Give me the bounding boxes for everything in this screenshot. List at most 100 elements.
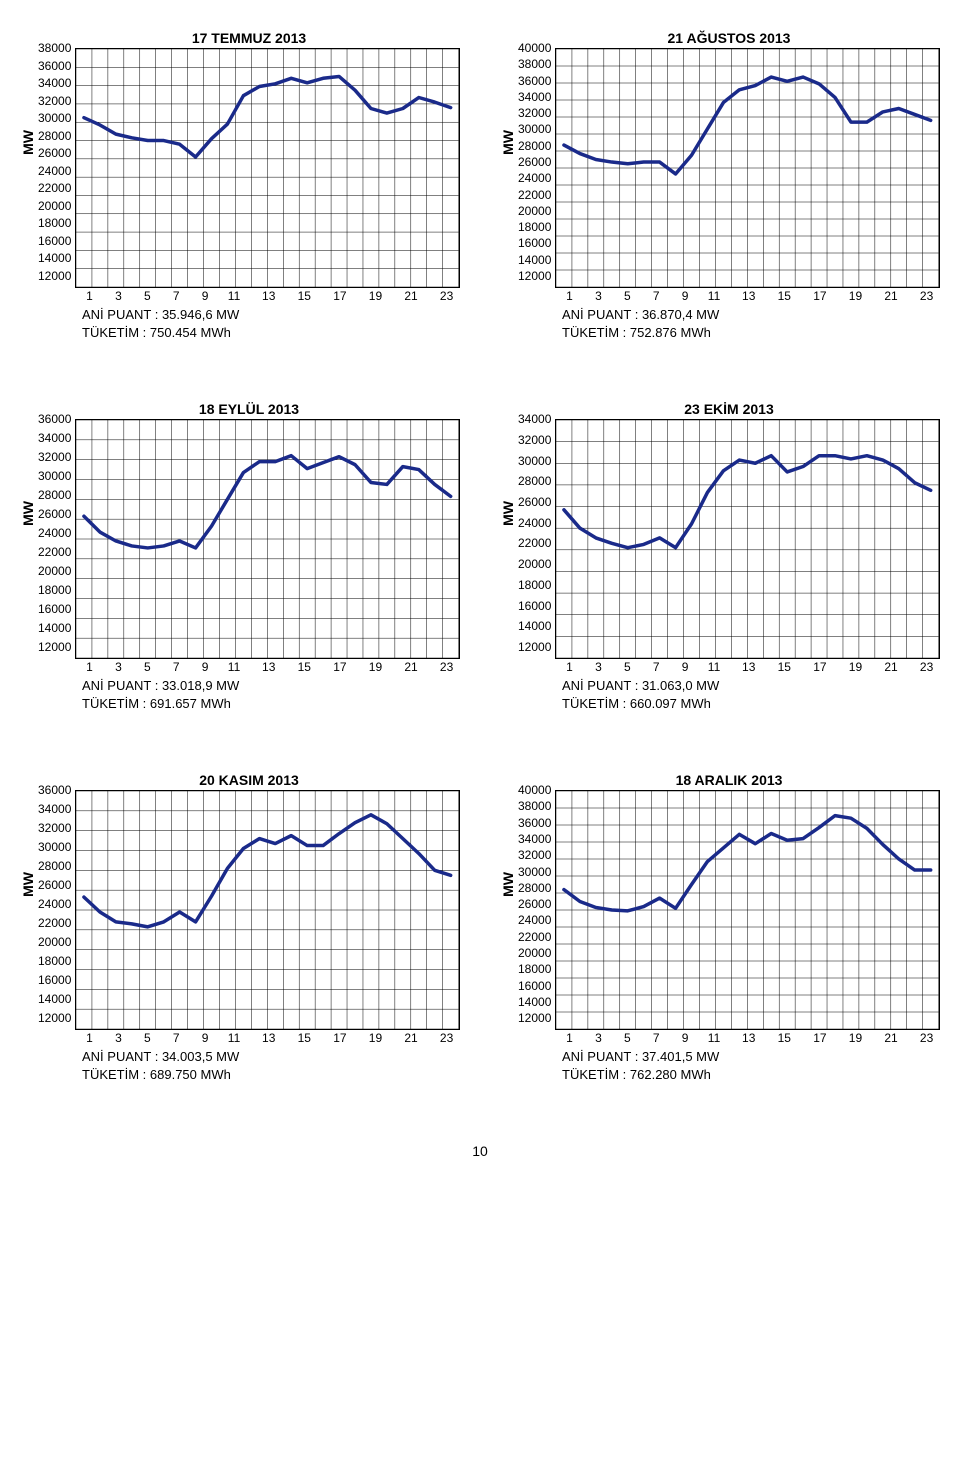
y-axis-label: MW bbox=[500, 872, 516, 897]
y-tick-label: 14000 bbox=[518, 620, 551, 632]
chart-panel-1: MW 21 AĞUSTOS 2013 40000380003600034000320… bbox=[500, 30, 940, 341]
x-tick-label: 11 bbox=[708, 1032, 720, 1044]
x-tick-label: 1 bbox=[86, 661, 93, 673]
x-tick-label: 7 bbox=[173, 661, 180, 673]
x-tick-label: 23 bbox=[440, 661, 453, 673]
x-tick-label: 11 bbox=[708, 661, 720, 673]
y-tick-label: 20000 bbox=[38, 200, 71, 212]
chart-title: 23 EKİM 2013 bbox=[518, 401, 940, 417]
chart-row-1: MW18 EYLÜL 20133600034000320003000028000… bbox=[20, 401, 940, 712]
x-tick-label: 5 bbox=[624, 661, 631, 673]
x-tick-label: 3 bbox=[595, 1032, 602, 1044]
x-tick-label: 19 bbox=[369, 290, 382, 302]
y-tick-label: 12000 bbox=[38, 641, 71, 653]
y-tick-label: 32000 bbox=[518, 107, 551, 119]
y-tick-label: 28000 bbox=[518, 882, 551, 894]
x-tick-label: 21 bbox=[884, 661, 897, 673]
y-tick-label: 18000 bbox=[518, 221, 551, 233]
chart-caption: ANİ PUANT : 31.063,0 MWTÜKETİM : 660.097… bbox=[518, 677, 940, 712]
x-tick-label: 5 bbox=[144, 1032, 151, 1044]
y-tick-label: 22000 bbox=[518, 537, 551, 549]
x-tick-label: 7 bbox=[653, 1032, 660, 1044]
y-tick-label: 38000 bbox=[38, 42, 71, 54]
x-tick-label: 9 bbox=[202, 290, 209, 302]
y-ticks: 3600034000320003000028000260002400022000… bbox=[38, 790, 75, 1030]
x-tick-label: 5 bbox=[624, 290, 631, 302]
y-tick-label: 18000 bbox=[38, 955, 71, 967]
y-tick-label: 24000 bbox=[38, 165, 71, 177]
x-tick-label: 19 bbox=[849, 661, 862, 673]
y-axis-label: MW bbox=[20, 501, 36, 526]
y-tick-label: 16000 bbox=[518, 600, 551, 612]
y-tick-label: 26000 bbox=[38, 508, 71, 520]
x-tick-label: 1 bbox=[86, 1032, 93, 1044]
x-tick-label: 13 bbox=[742, 290, 755, 302]
x-tick-label: 1 bbox=[566, 290, 573, 302]
y-tick-label: 24000 bbox=[518, 517, 551, 529]
x-ticks: 1357911131517192123 bbox=[38, 290, 460, 302]
x-tick-label: 3 bbox=[595, 661, 602, 673]
x-ticks: 1357911131517192123 bbox=[518, 1032, 940, 1044]
x-tick-label: 19 bbox=[849, 1032, 862, 1044]
y-tick-label: 12000 bbox=[38, 1012, 71, 1024]
caption-tuketim: TÜKETİM : 689.750 MWh bbox=[82, 1066, 460, 1084]
y-tick-label: 30000 bbox=[38, 470, 71, 482]
x-ticks: 1357911131517192123 bbox=[518, 661, 940, 673]
plot-area bbox=[75, 790, 460, 1030]
chart-caption: ANİ PUANT : 35.946,6 MWTÜKETİM : 750.454… bbox=[38, 306, 460, 341]
x-tick-label: 23 bbox=[920, 290, 933, 302]
chart-title: 18 ARALIK 2013 bbox=[518, 772, 940, 788]
x-ticks: 1357911131517192123 bbox=[38, 661, 460, 673]
x-tick-label: 23 bbox=[440, 290, 453, 302]
y-tick-label: 34000 bbox=[38, 432, 71, 444]
x-tick-label: 21 bbox=[404, 290, 417, 302]
plot-area bbox=[75, 48, 460, 288]
caption-puant: ANİ PUANT : 35.946,6 MW bbox=[82, 306, 460, 324]
x-tick-label: 13 bbox=[742, 1032, 755, 1044]
x-tick-label: 5 bbox=[144, 661, 151, 673]
y-tick-label: 12000 bbox=[518, 270, 551, 282]
y-tick-label: 26000 bbox=[38, 879, 71, 891]
x-tick-label: 11 bbox=[228, 290, 240, 302]
chart-title: 20 KASIM 2013 bbox=[38, 772, 460, 788]
y-tick-label: 16000 bbox=[518, 980, 551, 992]
y-tick-label: 20000 bbox=[518, 558, 551, 570]
y-tick-label: 30000 bbox=[38, 841, 71, 853]
plot-area bbox=[555, 48, 940, 288]
x-tick-label: 5 bbox=[144, 290, 151, 302]
x-tick-label: 23 bbox=[440, 1032, 453, 1044]
y-tick-label: 32000 bbox=[518, 849, 551, 861]
y-ticks: 4000038000360003400032000300002800026000… bbox=[518, 48, 555, 288]
y-tick-label: 36000 bbox=[518, 75, 551, 87]
y-tick-label: 16000 bbox=[518, 237, 551, 249]
x-tick-label: 9 bbox=[682, 290, 689, 302]
y-tick-label: 24000 bbox=[38, 527, 71, 539]
y-axis-label: MW bbox=[500, 501, 516, 526]
chart-title: 21 AĞUSTOS 2013 bbox=[518, 30, 940, 46]
x-tick-label: 17 bbox=[333, 1032, 346, 1044]
x-tick-label: 11 bbox=[708, 290, 720, 302]
y-tick-label: 18000 bbox=[518, 963, 551, 975]
y-tick-label: 36000 bbox=[38, 784, 71, 796]
x-tick-label: 17 bbox=[333, 661, 346, 673]
x-tick-label: 23 bbox=[920, 661, 933, 673]
y-ticks: 3400032000300002800026000240002200020000… bbox=[518, 419, 555, 659]
y-tick-label: 26000 bbox=[38, 147, 71, 159]
y-tick-label: 36000 bbox=[38, 60, 71, 72]
y-axis-label: MW bbox=[20, 130, 36, 155]
y-tick-label: 16000 bbox=[38, 235, 71, 247]
caption-puant: ANİ PUANT : 34.003,5 MW bbox=[82, 1048, 460, 1066]
y-tick-label: 20000 bbox=[38, 936, 71, 948]
x-tick-label: 23 bbox=[920, 1032, 933, 1044]
x-tick-label: 21 bbox=[404, 661, 417, 673]
y-tick-label: 28000 bbox=[518, 475, 551, 487]
y-axis-label: MW bbox=[500, 130, 516, 155]
y-tick-label: 14000 bbox=[38, 622, 71, 634]
y-axis-label: MW bbox=[20, 872, 36, 897]
y-tick-label: 18000 bbox=[38, 584, 71, 596]
y-tick-label: 26000 bbox=[518, 898, 551, 910]
chart-panel-5: MW18 ARALIK 2013400003800036000340003200… bbox=[500, 772, 940, 1083]
x-ticks: 1357911131517192123 bbox=[38, 1032, 460, 1044]
x-tick-label: 3 bbox=[115, 661, 122, 673]
x-tick-label: 7 bbox=[173, 290, 180, 302]
